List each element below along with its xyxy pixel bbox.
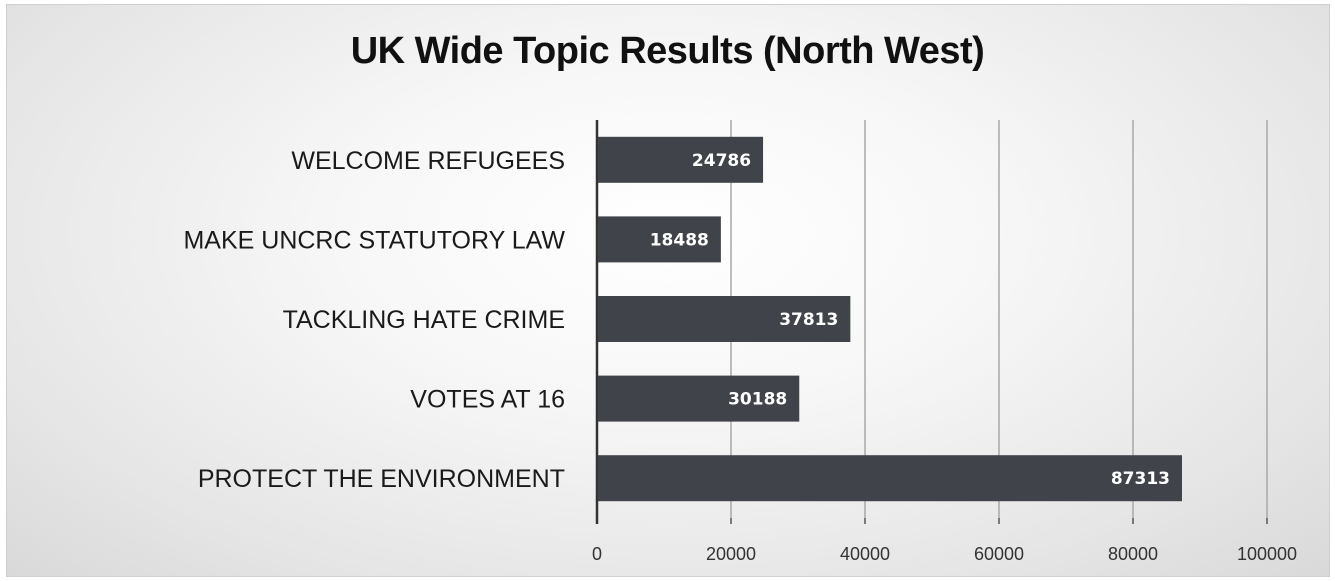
data-label: 37813 — [779, 310, 838, 330]
x-tick-label: 80000 — [1108, 544, 1158, 564]
x-tick-label: 0 — [592, 544, 602, 564]
x-tick-label: 20000 — [706, 544, 756, 564]
x-tick-label: 60000 — [974, 544, 1024, 564]
data-label: 87313 — [1111, 469, 1170, 489]
bar — [598, 216, 721, 263]
category-label: WELCOME REFUGEES — [291, 147, 565, 175]
category-label: PROTECT THE ENVIRONMENT — [198, 465, 565, 493]
data-label: 30188 — [728, 390, 787, 410]
category-label: TACKLING HATE CRIME — [283, 306, 565, 334]
data-label: 24786 — [692, 151, 751, 171]
bar — [598, 375, 800, 422]
category-label: VOTES AT 16 — [410, 386, 565, 414]
bar — [598, 455, 1182, 502]
data-label: 18488 — [650, 230, 709, 250]
category-label: MAKE UNCRC STATUTORY LAW — [183, 226, 565, 254]
bar — [598, 296, 851, 342]
bar — [598, 136, 764, 183]
chart-title: UK Wide Topic Results (North West) — [350, 30, 985, 72]
x-tick-label: 40000 — [840, 544, 890, 564]
x-tick-label: 100000 — [1237, 544, 1297, 564]
